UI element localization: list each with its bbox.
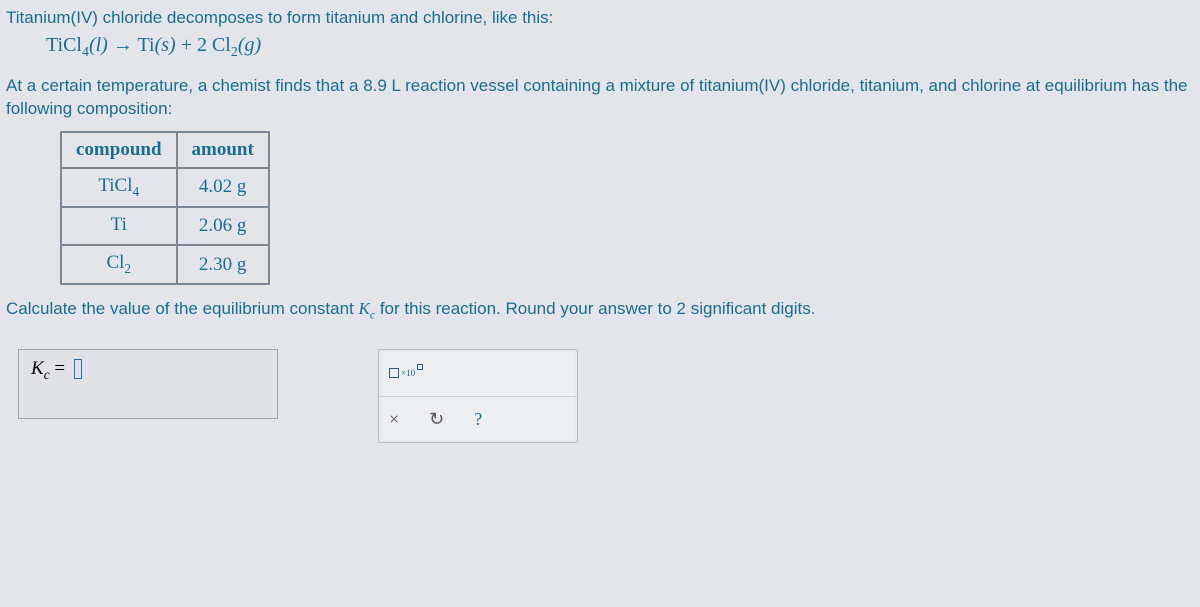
- cmp-base: TiCl: [98, 175, 132, 196]
- cmp-base: Ti: [111, 214, 127, 235]
- clear-icon[interactable]: ×: [389, 409, 399, 430]
- cell-amount: 2.06 g: [177, 207, 269, 246]
- col-amount: amount: [177, 132, 269, 168]
- calc-sig: 2: [677, 299, 686, 318]
- table-row: Cl2 2.30 g: [61, 245, 269, 284]
- cmp-base: Cl: [106, 252, 124, 273]
- calc-b: for this reaction. Round your answer to: [375, 299, 676, 318]
- answer-eq: =: [50, 358, 70, 379]
- calc-k: K: [358, 299, 369, 318]
- context-text: At a certain temperature, a chemist find…: [6, 75, 1194, 121]
- answer-input-box[interactable]: Kc =: [18, 349, 278, 419]
- table-header-row: compound amount: [61, 132, 269, 168]
- eq-coef: 2: [197, 34, 212, 56]
- answer-k: K: [31, 358, 44, 379]
- eq-rhs2-sub: 2: [231, 45, 238, 60]
- cell-compound: Ti: [61, 207, 177, 246]
- calc-c: significant digits.: [686, 299, 815, 318]
- answer-row: Kc = ×10 × ↻ ?: [18, 349, 1194, 443]
- cell-compound: TiCl4: [61, 168, 177, 207]
- table-row: Ti 2.06 g: [61, 207, 269, 246]
- eq-lhs-phase: (l): [89, 34, 108, 56]
- col-compound: compound: [61, 132, 177, 168]
- scientific-notation-button[interactable]: ×10: [389, 368, 423, 378]
- reaction-equation: TiCl4(l) → Ti(s) + 2 Cl2(g): [46, 34, 1194, 61]
- cell-compound: Cl2: [61, 245, 177, 284]
- eq-rhs1-phase: (s): [155, 34, 176, 56]
- eq-rhs2-phase: (g): [238, 34, 261, 56]
- context-vol: 8.9 L: [363, 76, 400, 95]
- reset-icon[interactable]: ↻: [429, 409, 444, 430]
- table-row: TiCl4 4.02 g: [61, 168, 269, 207]
- exponent-box-icon: [417, 364, 423, 370]
- calc-a: Calculate the value of the equilibrium c…: [6, 299, 358, 318]
- cell-amount: 4.02 g: [177, 168, 269, 207]
- help-icon[interactable]: ?: [474, 409, 482, 430]
- eq-lhs-sub: 4: [82, 45, 89, 60]
- eq-lhs: TiCl: [46, 34, 82, 56]
- context-a: At a certain temperature, a chemist find…: [6, 76, 363, 95]
- composition-table: compound amount TiCl4 4.02 g Ti 2.06 g C…: [60, 131, 270, 285]
- x10-label: ×10: [401, 368, 415, 378]
- eq-arrow: →: [113, 34, 133, 56]
- eq-rhs1: Ti: [138, 34, 155, 56]
- cell-amount: 2.30 g: [177, 245, 269, 284]
- calc-prompt: Calculate the value of the equilibrium c…: [6, 299, 1194, 322]
- cmp-sub: 2: [124, 261, 131, 276]
- eq-plus: +: [181, 34, 192, 56]
- intro-text: Titanium(IV) chloride decomposes to form…: [6, 8, 1194, 28]
- mantissa-box-icon: [389, 368, 399, 378]
- cmp-sub: 4: [133, 184, 140, 199]
- text-cursor: [74, 359, 82, 379]
- input-toolbox: ×10 × ↻ ?: [378, 349, 578, 443]
- eq-rhs2: Cl: [212, 34, 231, 56]
